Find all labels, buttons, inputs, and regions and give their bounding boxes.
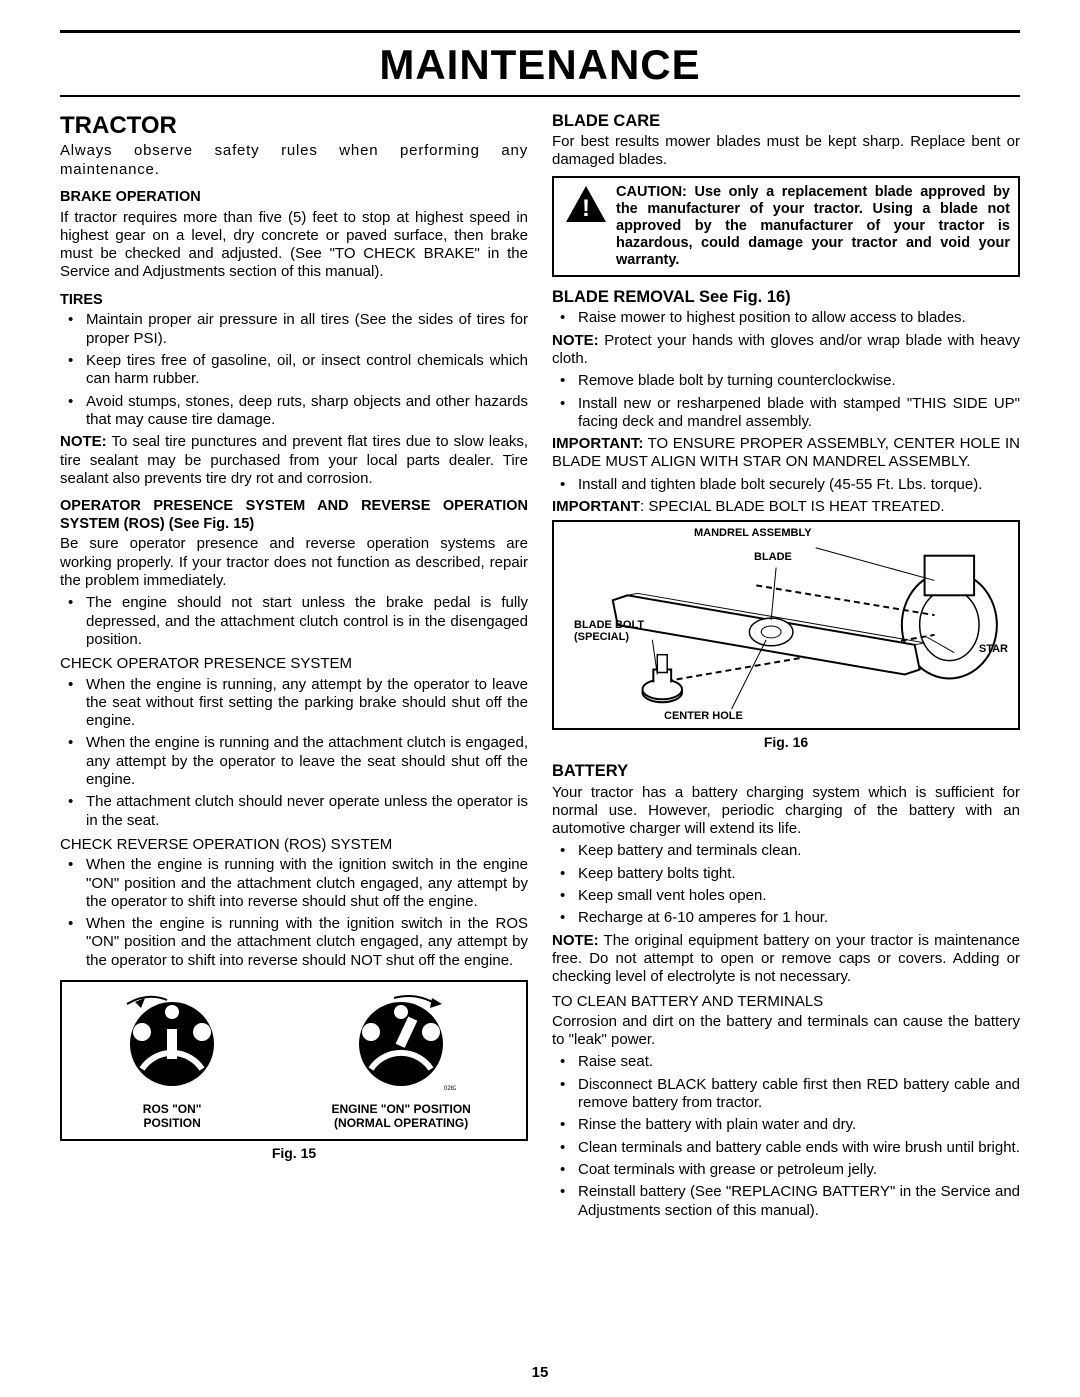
tires-list: Maintain proper air pressure in all tire… bbox=[60, 311, 528, 429]
removal-list-3: Install and tighten blade bolt securely … bbox=[552, 476, 1020, 494]
tractor-heading: TRACTOR bbox=[60, 111, 528, 140]
blade-removal-heading: BLADE REMOVAL See Fig. 16) bbox=[552, 287, 1020, 307]
note-lead: NOTE: bbox=[60, 433, 107, 450]
brake-paragraph: If tractor requires more than five (5) f… bbox=[60, 209, 528, 282]
clean-heading: TO CLEAN BATTERY AND TERMINALS bbox=[552, 993, 1020, 1011]
blade-care-paragraph: For best results mower blades must be ke… bbox=[552, 133, 1020, 170]
clean-list: Raise seat. Disconnect BLACK battery cab… bbox=[552, 1053, 1020, 1219]
fig16-mandrel-label: MANDREL ASSEMBLY bbox=[694, 528, 812, 540]
list-item: Reinstall battery (See "REPLACING BATTER… bbox=[552, 1183, 1020, 1220]
list-item: When the engine is running and the attac… bbox=[60, 734, 528, 789]
battery-heading: BATTERY bbox=[552, 761, 1020, 781]
note-body: The original equipment battery on your t… bbox=[552, 932, 1020, 986]
note-body: To seal tire punctures and prevent flat … bbox=[60, 433, 528, 487]
check-op-list: When the engine is running, any attempt … bbox=[60, 676, 528, 830]
top-rule bbox=[60, 30, 1020, 33]
blade-care-heading: BLADE CARE bbox=[552, 111, 1020, 131]
right-column: BLADE CARE For best results mower blades… bbox=[552, 111, 1020, 1224]
tires-note: NOTE: To seal tire punctures and prevent… bbox=[60, 433, 528, 488]
fig16-label: Fig. 16 bbox=[552, 734, 1020, 751]
figure-15-box: ROS "ON" POSITION 02828 bbox=[60, 980, 528, 1141]
list-item: Clean terminals and battery cable ends w… bbox=[552, 1139, 1020, 1157]
removal-list-2: Remove blade bolt by turning countercloc… bbox=[552, 372, 1020, 431]
check-op-heading: CHECK OPERATOR PRESENCE SYSTEM bbox=[60, 655, 528, 673]
list-item: When the engine is running with the igni… bbox=[60, 856, 528, 911]
battery-paragraph: Your tractor has a battery charging syst… bbox=[552, 784, 1020, 839]
list-item: Install new or resharpened blade with st… bbox=[552, 395, 1020, 432]
list-item: Rinse the battery with plain water and d… bbox=[552, 1116, 1020, 1134]
list-item: When the engine is running with the igni… bbox=[60, 915, 528, 970]
list-item: Keep small vent holes open. bbox=[552, 887, 1020, 905]
list-item: Keep tires free of gasoline, oil, or ins… bbox=[60, 352, 528, 389]
list-item: Coat terminals with grease or petroleum … bbox=[552, 1161, 1020, 1179]
ops-heading: OPERATOR PRESENCE SYSTEM AND REVERSE OPE… bbox=[60, 498, 528, 533]
list-item: Disconnect BLACK battery cable first the… bbox=[552, 1076, 1020, 1113]
list-item: When the engine is running, any attempt … bbox=[60, 676, 528, 731]
check-ros-list: When the engine is running with the igni… bbox=[60, 856, 528, 970]
removal-note: NOTE: Protect your hands with gloves and… bbox=[552, 332, 1020, 369]
battery-note: NOTE: The original equipment battery on … bbox=[552, 932, 1020, 987]
fig15-left-cap: ROS "ON" POSITION bbox=[117, 1103, 227, 1131]
caution-box: ! CAUTION: Use only a replacement blade … bbox=[552, 176, 1020, 278]
svg-text:!: ! bbox=[582, 195, 590, 222]
list-item: Recharge at 6-10 amperes for 1 hour. bbox=[552, 909, 1020, 927]
removal-important-1: IMPORTANT: TO ENSURE PROPER ASSEMBLY, CE… bbox=[552, 435, 1020, 472]
tires-heading: TIRES bbox=[60, 292, 528, 310]
figure-15-row: ROS "ON" POSITION 02828 bbox=[70, 994, 518, 1131]
fig16-star-label: STAR bbox=[979, 644, 1008, 656]
list-item: Keep battery and terminals clean. bbox=[552, 842, 1020, 860]
list-item: Raise seat. bbox=[552, 1053, 1020, 1071]
important-lead: IMPORTANT bbox=[552, 498, 640, 515]
ops-paragraph: Be sure operator presence and reverse op… bbox=[60, 535, 528, 590]
list-item: Keep battery bolts tight. bbox=[552, 865, 1020, 883]
title-underline bbox=[60, 95, 1020, 97]
clean-paragraph: Corrosion and dirt on the battery and te… bbox=[552, 1013, 1020, 1050]
svg-text:02828: 02828 bbox=[444, 1086, 456, 1092]
note-lead: NOTE: bbox=[552, 932, 599, 949]
fig15-label: Fig. 15 bbox=[60, 1145, 528, 1162]
list-item: Install and tighten blade bolt securely … bbox=[552, 476, 1020, 494]
ops-list: The engine should not start unless the b… bbox=[60, 594, 528, 649]
fig15-left: ROS "ON" POSITION bbox=[117, 994, 227, 1131]
list-item: The engine should not start unless the b… bbox=[60, 594, 528, 649]
important-lead: IMPORTANT: bbox=[552, 435, 643, 452]
list-item: Raise mower to highest position to allow… bbox=[552, 309, 1020, 327]
important-body: : SPECIAL BLADE BOLT IS HEAT TREATED. bbox=[640, 498, 945, 515]
brake-heading: BRAKE OPERATION bbox=[60, 189, 528, 207]
list-item: Maintain proper air pressure in all tire… bbox=[60, 311, 528, 348]
ignition-switch-engine-icon: 02828 bbox=[346, 994, 456, 1094]
figure-16-box: MANDREL ASSEMBLY BLADE BLADE BOLT (SPECI… bbox=[552, 520, 1020, 730]
page-title: MAINTENANCE bbox=[60, 41, 1020, 89]
list-item: Avoid stumps, stones, deep ruts, sharp o… bbox=[60, 393, 528, 430]
ignition-switch-ros-icon bbox=[117, 994, 227, 1094]
fig15-right: 02828 ENGINE "ON" POSITION (NORMAL OPERA… bbox=[331, 994, 470, 1131]
fig16-bolt-label: BLADE BOLT (SPECIAL) bbox=[574, 620, 644, 643]
note-body: Protect your hands with gloves and/or wr… bbox=[552, 332, 1020, 367]
fig15-right-cap: ENGINE "ON" POSITION (NORMAL OPERATING) bbox=[331, 1103, 470, 1131]
list-item: The attachment clutch should never opera… bbox=[60, 793, 528, 830]
note-lead: NOTE: bbox=[552, 332, 599, 349]
caution-text: CAUTION: Use only a replacement blade ap… bbox=[616, 184, 1010, 270]
page-number: 15 bbox=[0, 1364, 1080, 1381]
fig16-blade-label: BLADE bbox=[754, 552, 792, 564]
battery-list: Keep battery and terminals clean. Keep b… bbox=[552, 842, 1020, 927]
left-column: TRACTOR Always observe safety rules when… bbox=[60, 111, 528, 1224]
removal-list-1: Raise mower to highest position to allow… bbox=[552, 309, 1020, 327]
list-item: Remove blade bolt by turning countercloc… bbox=[552, 372, 1020, 390]
two-column-layout: TRACTOR Always observe safety rules when… bbox=[60, 111, 1020, 1224]
removal-important-2: IMPORTANT: SPECIAL BLADE BOLT IS HEAT TR… bbox=[552, 498, 1020, 516]
fig16-center-label: CENTER HOLE bbox=[664, 711, 743, 723]
tractor-intro: Always observe safety rules when perform… bbox=[60, 142, 528, 179]
check-ros-heading: CHECK REVERSE OPERATION (ROS) SYSTEM bbox=[60, 836, 528, 854]
warning-icon: ! bbox=[562, 184, 610, 229]
